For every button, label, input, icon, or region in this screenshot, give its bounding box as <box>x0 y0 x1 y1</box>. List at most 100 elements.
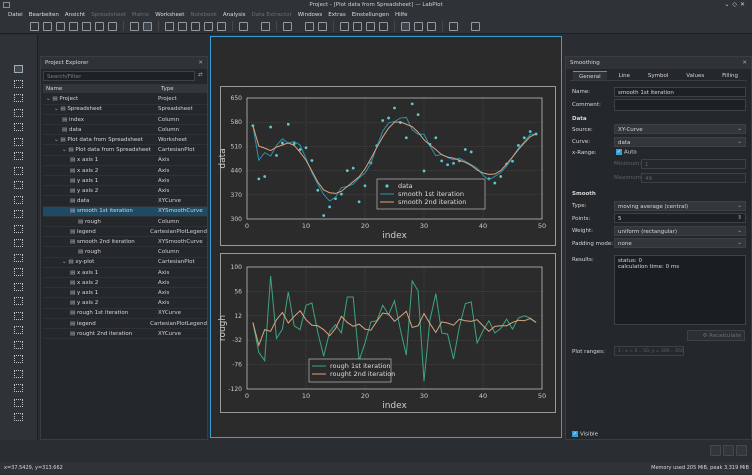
save-icon[interactable] <box>56 21 65 31</box>
curve-select[interactable]: data ⌄ <box>614 137 746 147</box>
name-input[interactable]: smooth 1st iteration <box>614 87 746 97</box>
zoom-out-icon[interactable] <box>14 282 23 291</box>
column-header-type[interactable]: Type <box>161 86 174 92</box>
spin-arrows-icon[interactable]: ⇕ <box>737 215 742 221</box>
tree-row[interactable]: ▤ y axis 1 Axis <box>43 289 207 299</box>
add-matrix-icon[interactable] <box>191 21 200 31</box>
fit-y-icon[interactable] <box>14 398 23 407</box>
comment-input[interactable] <box>614 99 746 111</box>
tree-row[interactable]: ▤ rought 2nd iteration XYCurve <box>43 330 207 340</box>
zoom-select-icon[interactable] <box>427 21 436 31</box>
layout-vertical-icon[interactable] <box>340 21 349 31</box>
import-icon[interactable] <box>261 21 270 31</box>
menu-windows[interactable]: Windows <box>297 11 323 18</box>
tree-row[interactable]: ▤ rough 1st iteration XYCurve <box>43 309 207 319</box>
tree-row[interactable]: ▤ legend CartesianPlotLegend <box>43 228 207 238</box>
menu-worksheet[interactable]: Worksheet <box>155 11 185 18</box>
plot-zoom-icon[interactable] <box>449 21 458 31</box>
points-spinbox[interactable]: 5 ⇕ <box>614 213 746 223</box>
box-plot-icon[interactable] <box>14 181 23 189</box>
menu-extras[interactable]: Extras <box>328 11 346 18</box>
data-reader-icon[interactable] <box>14 369 23 378</box>
column-header-name[interactable]: Name <box>46 86 63 92</box>
menu-datei[interactable]: Datei <box>8 11 23 18</box>
tree-row[interactable]: ▤ data XYCurve <box>43 197 207 207</box>
minimum-input[interactable]: 1 <box>641 159 746 169</box>
padding-mode-select[interactable]: none ⌄ <box>614 238 746 248</box>
maximum-input[interactable]: 49 <box>641 173 746 183</box>
type-select[interactable]: moving average (central) ⌄ <box>614 201 746 211</box>
plot-ranges-select[interactable]: 1 : x = 0 .. 50, y = 300 .. 650 <box>614 346 684 356</box>
filter-options-icon[interactable]: ⇄ <box>198 72 203 78</box>
tab-line[interactable]: Line <box>618 73 630 79</box>
close-panel-icon[interactable]: ✕ <box>742 60 747 66</box>
export-icon[interactable] <box>82 21 91 31</box>
fit-x-icon[interactable] <box>14 384 23 392</box>
source-select[interactable]: XY-Curve ⌄ <box>614 124 746 134</box>
new-folder-icon[interactable] <box>239 21 248 31</box>
visible-checkbox[interactable]: ✓ Visible <box>572 431 598 438</box>
worksheet-canvas[interactable]: 0 10 20 30 40 50 300 370 440 510 580 650 index data da… <box>210 36 562 438</box>
add-spreadsheet-icon[interactable] <box>178 21 187 31</box>
tree-row[interactable]: ▤ x axis 2 Axis <box>43 279 207 289</box>
window-controls[interactable]: ⌄◇✕ <box>724 1 748 8</box>
y-axis-icon[interactable] <box>14 210 23 218</box>
tree-row[interactable]: ▤ data Column <box>43 126 207 136</box>
menu-spreadsheet[interactable]: Spreadsheet <box>91 11 126 18</box>
menu-einstellungen[interactable]: Einstellungen <box>351 11 389 18</box>
navigate-icon[interactable] <box>414 21 423 31</box>
zoom-origin-icon[interactable] <box>14 297 23 305</box>
tab-symbol[interactable]: Symbol <box>647 73 669 79</box>
menu-hilfe[interactable]: Hilfe <box>394 11 408 18</box>
tree-row[interactable]: ▤ rough Column <box>43 217 207 227</box>
menu-notebook[interactable]: Notebook <box>190 11 217 18</box>
tree-row[interactable]: ⌄ ▤ Project Project <box>43 95 207 105</box>
fit-all-icon[interactable] <box>14 413 23 421</box>
fit-width-icon[interactable] <box>305 21 314 31</box>
tree-row[interactable]: ▤ y axis 2 Axis <box>43 187 207 197</box>
image-icon[interactable] <box>14 253 23 262</box>
print-icon[interactable] <box>69 21 78 31</box>
shift-right-icon[interactable] <box>14 326 23 334</box>
move-tool-icon[interactable] <box>14 79 23 88</box>
zoom-in-icon[interactable] <box>14 268 23 276</box>
tab-general[interactable]: General <box>572 71 607 80</box>
tree-row[interactable]: ▤ x axis 1 Axis <box>43 156 207 166</box>
tree-row[interactable]: ▤ y axis 1 Axis <box>43 177 207 187</box>
tree-row[interactable]: ⌄ ▤ Spreadsheet Spreadsheet <box>43 105 207 115</box>
axis-3-icon[interactable] <box>14 224 23 233</box>
tab-values[interactable]: Values <box>686 73 705 79</box>
shift-down-icon[interactable] <box>14 355 23 363</box>
draw-curve-icon[interactable] <box>14 152 23 160</box>
tree-row[interactable]: ▤ smooth 2nd iteration XYSmoothCurve <box>43 238 207 248</box>
close-panel-icon[interactable]: ✕ <box>198 60 203 66</box>
menu-matrix[interactable]: Matrix <box>131 11 150 18</box>
search-input[interactable]: Search/Filter <box>43 71 195 81</box>
redo-icon[interactable] <box>108 21 117 31</box>
add-plot-icon[interactable] <box>204 21 213 31</box>
select-tool-icon[interactable] <box>14 65 23 73</box>
menu-analysis[interactable]: Analysis <box>222 11 246 18</box>
load-config-button[interactable] <box>710 445 721 456</box>
recalculate-button[interactable]: ⚙ Recalculate <box>687 330 745 341</box>
fit-page-icon[interactable] <box>318 21 327 31</box>
undo-icon[interactable] <box>95 21 104 31</box>
layout-horizontal-icon[interactable] <box>353 21 362 31</box>
menu-data-extractor[interactable]: Data Extractor <box>251 11 292 18</box>
tab-filling[interactable]: Filling <box>722 73 738 79</box>
text-label-icon[interactable] <box>14 239 23 247</box>
tree-row[interactable]: ▤ index Column <box>43 115 207 125</box>
add-notebook-icon[interactable] <box>217 21 226 31</box>
x-axis-icon[interactable] <box>14 195 23 204</box>
tree-row[interactable]: ▤ rough Column <box>43 248 207 258</box>
break-layout-icon[interactable] <box>379 21 388 31</box>
results-box[interactable]: status: 0 calculation time: 0 ms <box>614 255 746 325</box>
tree-row[interactable]: ▤ y axis 2 Axis <box>43 299 207 309</box>
tree-row[interactable]: ⌄ ▤ Plot data from Spreadsheet CartesianP… <box>43 146 207 156</box>
tree-row[interactable]: ▤ legend CartesianPlotLegend <box>43 319 207 329</box>
new-project-icon[interactable] <box>30 21 39 31</box>
save-config-button[interactable] <box>723 445 734 456</box>
crosshair-icon[interactable] <box>14 137 23 146</box>
tree-row[interactable]: ▤ x axis 1 Axis <box>43 268 207 278</box>
layout-grid-icon[interactable] <box>366 21 375 31</box>
